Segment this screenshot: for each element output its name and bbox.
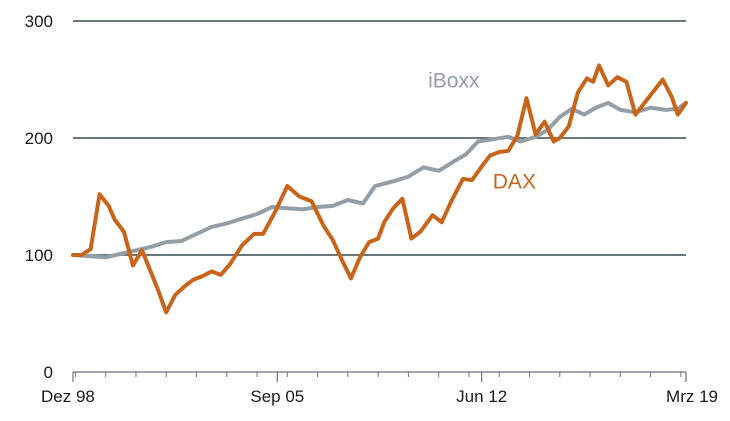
y-tick-label: 100 — [25, 246, 53, 265]
series-line-dax — [71, 63, 688, 315]
x-tick-label: Sep 05 — [250, 387, 304, 406]
y-tick-label: 200 — [25, 129, 53, 148]
series-lines — [71, 63, 688, 315]
y-tick-label: 0 — [44, 363, 53, 382]
x-axis: Dez 98 Sep 05 Jun 12 Mrz 19 — [41, 371, 718, 406]
y-axis-tick-labels: 0 100 200 300 — [25, 12, 53, 382]
gridlines — [73, 20, 686, 256]
series-label-iboxx: iBoxx — [428, 70, 480, 93]
x-tick-label: Mrz 19 — [666, 387, 718, 406]
x-tick-label: Jun 12 — [456, 387, 507, 406]
series-line-iboxx — [71, 100, 688, 260]
y-tick-label: 300 — [25, 12, 53, 31]
series-label-dax: DAX — [493, 170, 536, 193]
x-tick-label: Dez 98 — [41, 387, 95, 406]
series-labels: iBoxx DAX — [428, 70, 536, 194]
